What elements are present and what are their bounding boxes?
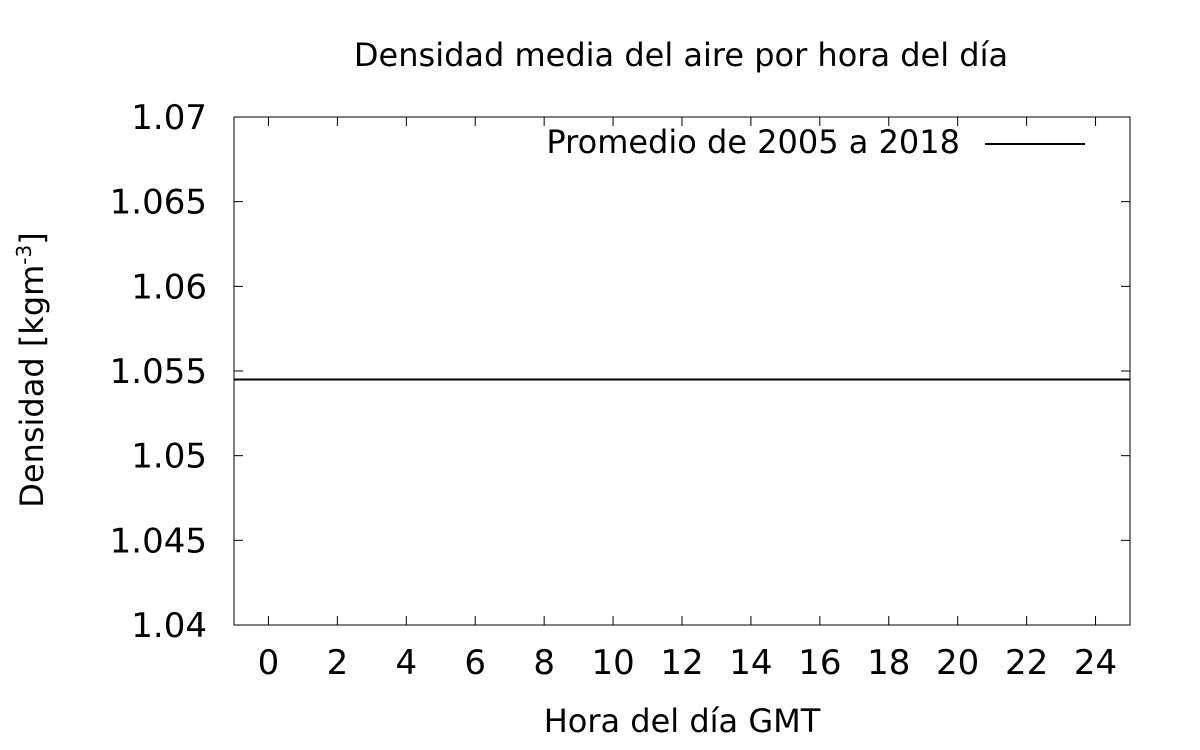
x-tick-label: 22: [1005, 643, 1048, 683]
x-tick-label: 20: [936, 643, 979, 683]
x-tick-label: 24: [1074, 643, 1117, 683]
x-tick-label: 8: [533, 643, 555, 683]
x-tick-label: 4: [395, 643, 417, 683]
x-tick-label: 0: [258, 643, 280, 683]
x-tick-label: 2: [327, 643, 349, 683]
x-tick-labels: 0 2 4 6 8 10 12 14 16 18 20 22 24: [258, 643, 1118, 683]
y-tick-label: 1.05: [131, 437, 207, 477]
legend-label: Promedio de 2005 a 2018: [546, 123, 960, 161]
x-tick-label: 18: [867, 643, 910, 683]
y-tick-label: 1.055: [110, 352, 207, 392]
chart-title: Densidad media del aire por hora del día: [354, 36, 1008, 74]
legend: Promedio de 2005 a 2018: [546, 123, 1085, 161]
x-tick-label: 12: [660, 643, 703, 683]
axis-ticks: [234, 116, 1130, 626]
y-axis-label-superscript: -3: [12, 245, 36, 265]
x-tick-label: 10: [591, 643, 634, 683]
y-axis-label-close: ]: [13, 232, 51, 244]
y-axis-label-main: Densidad [kgm: [13, 265, 51, 508]
y-tick-label: 1.045: [110, 521, 207, 561]
y-tick-labels: 1.04 1.045 1.05 1.055 1.06 1.065 1.07: [110, 98, 207, 646]
y-tick-label: 1.04: [131, 606, 207, 646]
plot-area-border: [233, 116, 1131, 626]
y-tick-label: 1.065: [110, 183, 207, 223]
y-tick-label: 1.07: [131, 98, 207, 138]
x-tick-label: 16: [798, 643, 841, 683]
x-tick-label: 14: [729, 643, 772, 683]
y-tick-label: 1.06: [131, 267, 207, 307]
plot-frame: [233, 116, 1131, 626]
x-axis-label: Hora del día GMT: [544, 702, 821, 740]
x-tick-label: 6: [464, 643, 486, 683]
y-axis-label: Densidad [kgm-3]: [12, 232, 51, 508]
